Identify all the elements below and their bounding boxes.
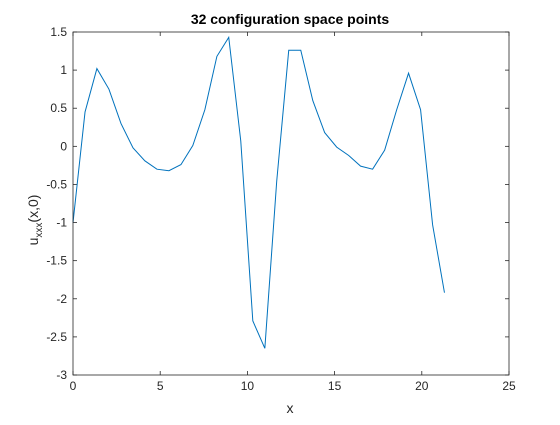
- y-tick-label: -1.5: [46, 254, 67, 268]
- y-tick-label: -1: [56, 216, 67, 230]
- y-tick-label: 1.5: [50, 25, 67, 39]
- chart-title: 32 configuration space points: [191, 11, 390, 27]
- x-tick-label: 20: [415, 379, 429, 393]
- series-line: [72, 35, 445, 349]
- x-tick-label: 15: [328, 379, 342, 393]
- y-axis-label-sub: xxx: [34, 223, 45, 238]
- y-tick-label: -3: [56, 368, 67, 382]
- tick-group: 0 5 10 15 20 25 -3 -2.5 -2 -1.5 -1 -0.5 0 0.5 1 1.5: [46, 25, 516, 393]
- x-tick-label: 0: [70, 379, 77, 393]
- y-tick-label: -2: [56, 292, 67, 306]
- y-tick-label: -0.5: [46, 177, 67, 191]
- plot-frame: [72, 31, 510, 376]
- x-axis-label: x: [287, 400, 294, 416]
- y-axis-label-suffix: (x,0): [25, 195, 41, 223]
- x-tick-label: 25: [502, 379, 516, 393]
- x-tick-label: 10: [241, 379, 255, 393]
- y-tick-label: 0.5: [50, 101, 67, 115]
- y-tick-label: -2.5: [46, 330, 67, 344]
- x-tick-label: 5: [157, 379, 164, 393]
- y-axis-label: uxxx(x,0): [25, 195, 45, 246]
- y-axis-label-base: u: [25, 238, 41, 246]
- y-tick-label: 1: [60, 63, 67, 77]
- plot-area: [73, 32, 509, 375]
- y-tick-label: 0: [60, 139, 67, 153]
